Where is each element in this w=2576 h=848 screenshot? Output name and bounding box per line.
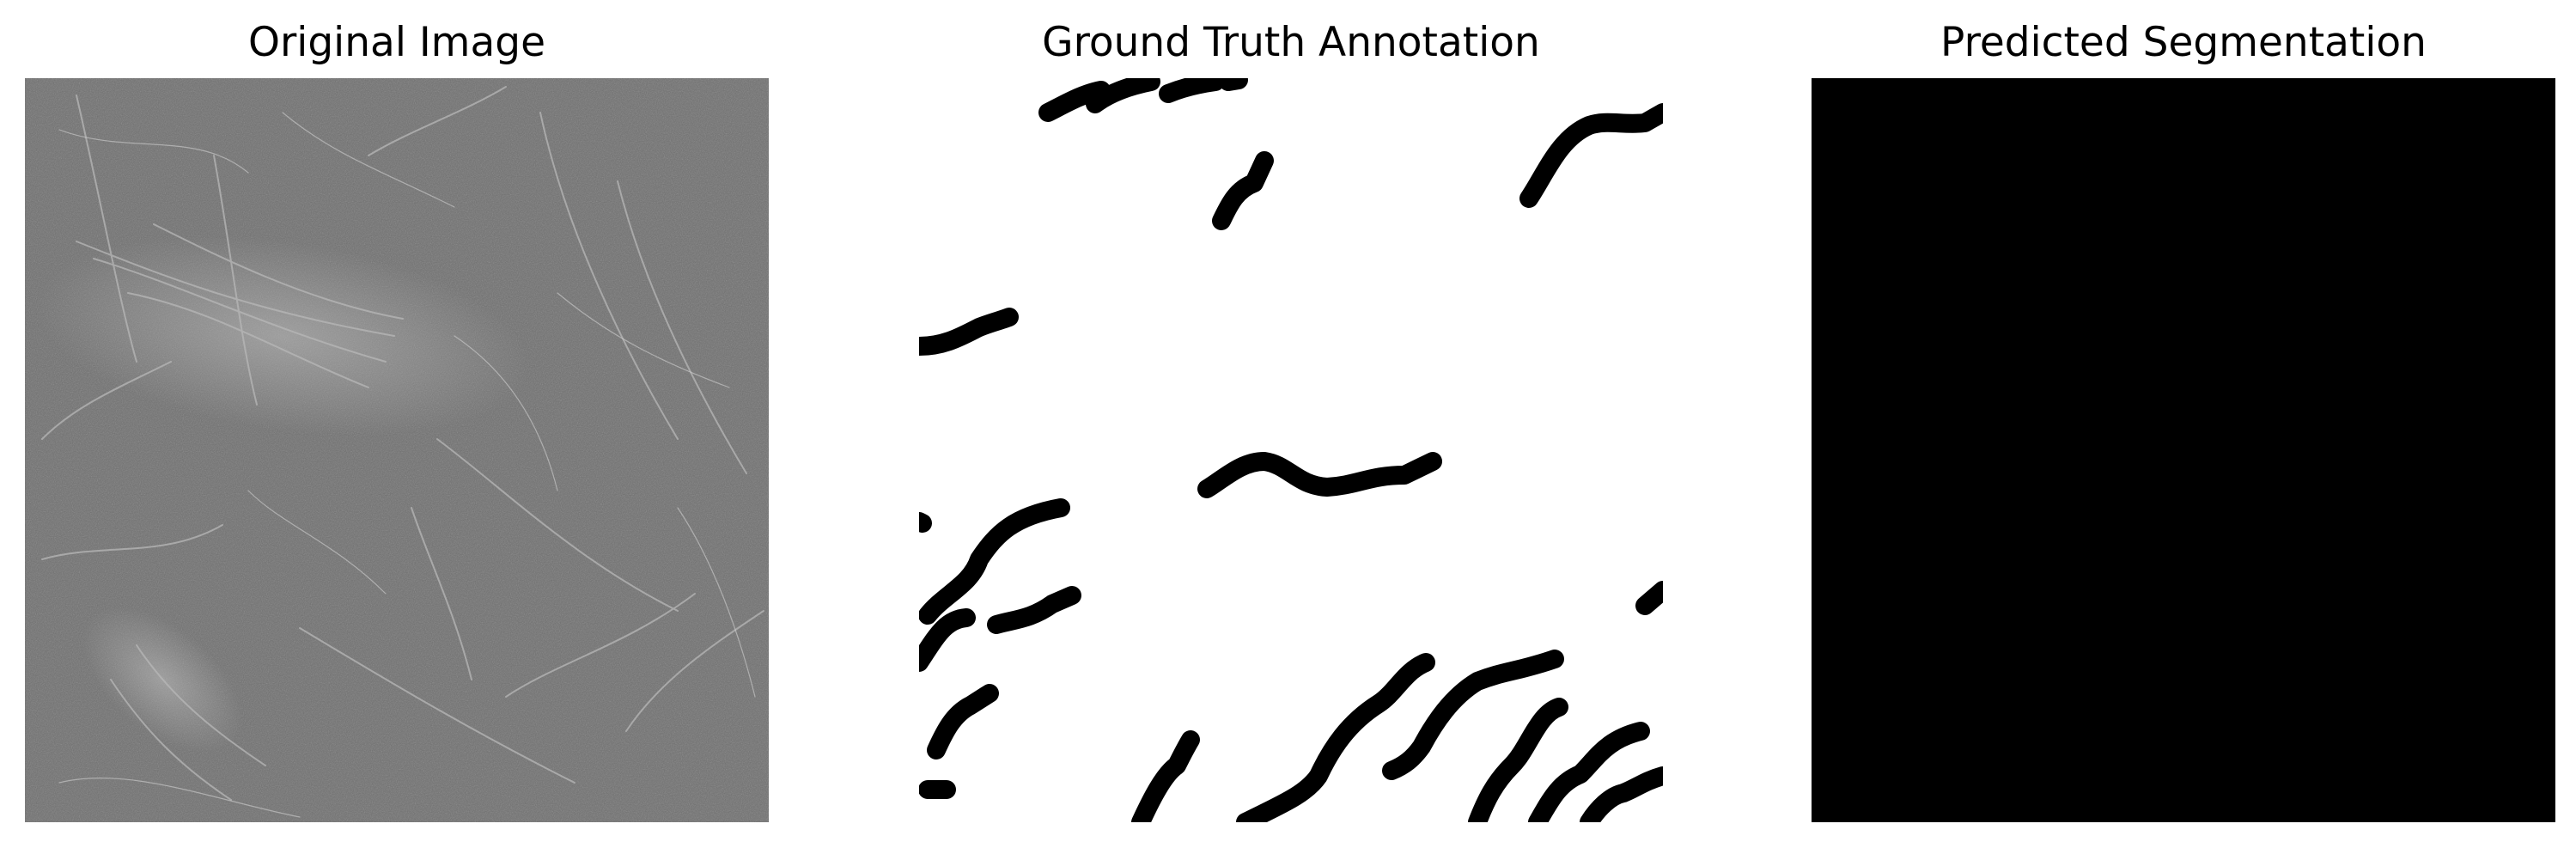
panel-title: Original Image [247, 19, 546, 66]
black-mask [1812, 78, 2555, 822]
panel-title: Ground Truth Annotation [1042, 19, 1540, 66]
predicted-mask [1812, 78, 2555, 822]
panel-ground-truth: Ground Truth Annotation [919, 0, 1663, 848]
fiber-mask [919, 78, 1663, 822]
original-image [25, 78, 769, 822]
panel-predicted-segmentation: Predicted Segmentation [1812, 0, 2555, 848]
panel-title: Predicted Segmentation [1940, 19, 2427, 66]
panel-original-image: Original Image [25, 0, 769, 848]
fiber-micrograph [25, 78, 769, 822]
ground-truth-mask [919, 78, 1663, 822]
